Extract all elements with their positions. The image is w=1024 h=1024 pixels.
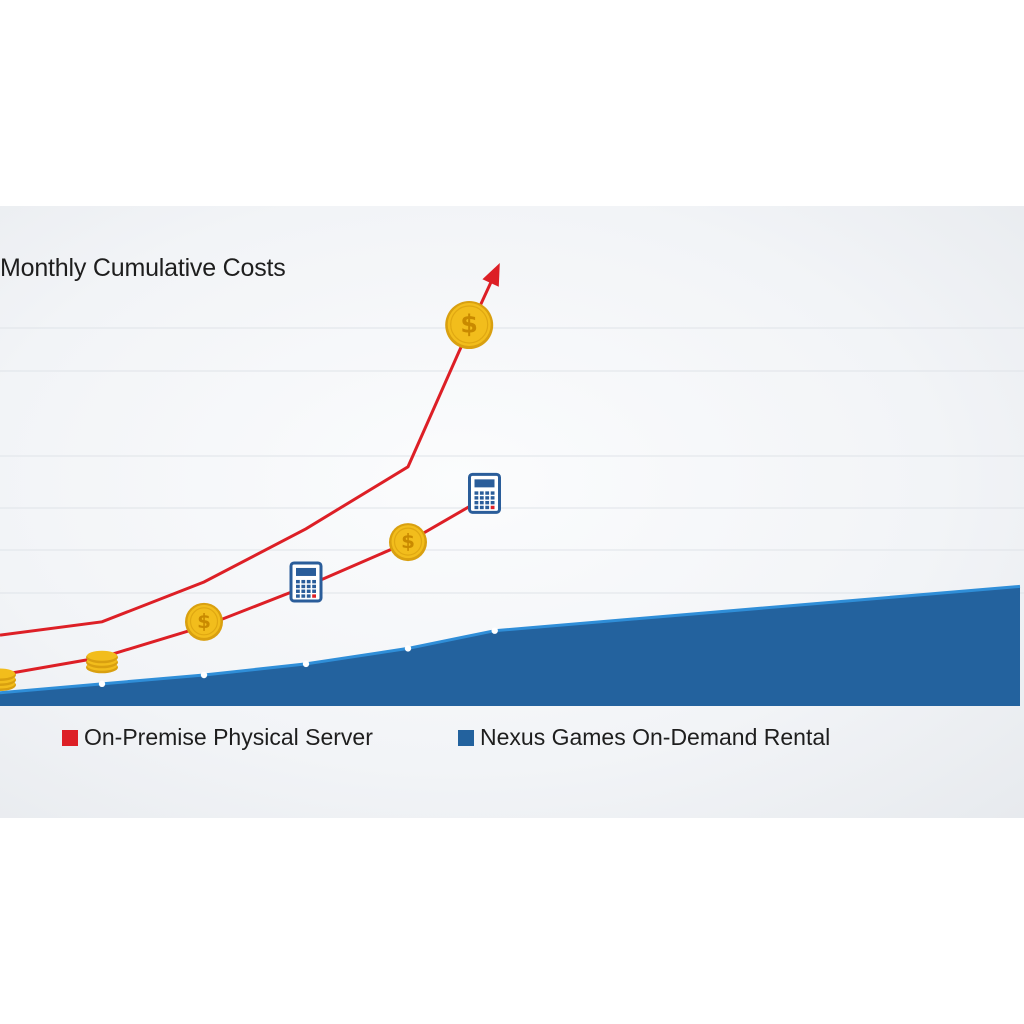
calculator-key: [490, 491, 495, 495]
coin-stack-icon: [86, 650, 118, 674]
calculator-key: [485, 500, 490, 505]
coin-ring: [450, 305, 489, 344]
coin-ring: [393, 527, 423, 556]
series-nexus-point-2: [200, 671, 208, 679]
coin-face: [187, 604, 221, 638]
calculator-key: [301, 579, 306, 584]
legend-swatch-on-premise: [62, 729, 78, 746]
coin-stack-face: [0, 668, 15, 679]
dollar-coin-icon: $: [185, 602, 223, 641]
calculator-key: [490, 500, 495, 505]
series-on-premise-arrowhead: [482, 263, 500, 287]
series-on-premise-line: [0, 275, 496, 637]
calculator-key: [296, 584, 300, 589]
legend: On-Premise Physical Server Nexus Games O…: [0, 724, 1024, 764]
calculator-key: [312, 594, 316, 598]
coin-stack-icon: [0, 668, 16, 691]
coin-dollar-sign: $: [401, 530, 415, 553]
dollar-coin-icon: $: [389, 523, 427, 562]
calculator-key: [479, 491, 484, 495]
chart-title: Monthly Cumulative Costs: [0, 254, 286, 282]
calculator-icon: [468, 472, 501, 514]
calculator-key: [301, 594, 306, 598]
calculator-key: [312, 589, 316, 593]
series-nexus-area: [0, 586, 1020, 706]
chart-plot: $ $ $: [0, 263, 1024, 706]
coin-face: [447, 303, 491, 347]
calculator-key: [301, 584, 306, 589]
calculator-key: [301, 589, 306, 593]
coin-face: [391, 525, 425, 559]
calculator-key: [296, 594, 300, 598]
calculator-icon: [289, 561, 323, 603]
series-nexus-point-4: [404, 645, 412, 652]
legend-label-on-premise: On-Premise Physical Server: [84, 724, 373, 750]
series-nexus-point-5: [491, 627, 498, 634]
dollar-coin-icon: $: [445, 301, 494, 350]
calculator-key: [479, 496, 484, 500]
calculator-key: [490, 496, 495, 500]
legend-label-nexus: Nexus Games On-Demand Rental: [480, 724, 831, 750]
calculator-key: [485, 496, 490, 500]
coin-ring: [189, 607, 219, 636]
calculator-screen: [474, 479, 495, 488]
calculator-key: [474, 505, 479, 510]
legend-item-nexus: Nexus Games On-Demand Rental: [458, 724, 830, 751]
calculator-key: [479, 505, 484, 510]
coin-dollar-sign: $: [460, 310, 478, 339]
legend-item-on-premise: On-Premise Physical Server: [62, 724, 373, 751]
calculator-key: [296, 579, 300, 584]
chart-panel: $ $ $ Monthly Cumulative Costs On-Premise …: [0, 206, 1024, 818]
calculator-key: [490, 505, 495, 510]
calculator-key: [306, 594, 311, 598]
calculator-key: [296, 589, 300, 593]
calculator-key: [306, 584, 311, 589]
legend-swatch-nexus: [458, 729, 474, 746]
gridlines: [0, 327, 1024, 594]
calculator-key: [312, 584, 316, 589]
calculator-key: [474, 496, 479, 500]
calculator-screen: [296, 567, 316, 576]
calculator-key: [485, 491, 490, 495]
calculator-key: [306, 579, 311, 584]
coin-stack-face: [87, 650, 117, 661]
calculator-key: [474, 500, 479, 505]
calculator-key: [474, 491, 479, 495]
calculator-key: [485, 505, 490, 510]
calculator-key: [306, 589, 311, 593]
calculator-key: [479, 500, 484, 505]
series-nexus-point-1: [98, 680, 106, 688]
coin-dollar-sign: $: [197, 610, 211, 633]
calculator-key: [312, 579, 316, 584]
series-nexus-point-3: [302, 660, 310, 668]
